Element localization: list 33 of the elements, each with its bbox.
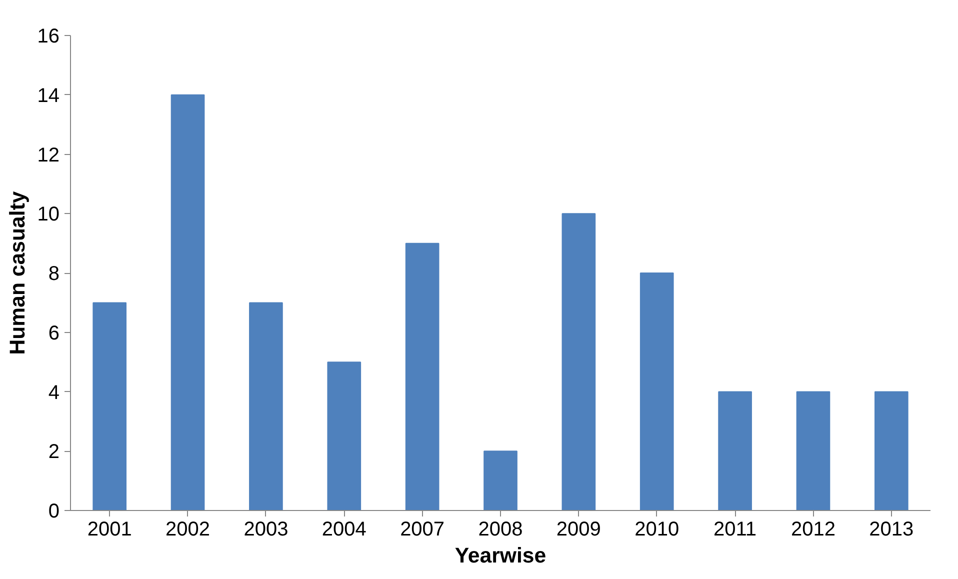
bar [640, 272, 674, 510]
x-tick-label: 2013 [869, 518, 914, 540]
y-tick-label: 16 [37, 26, 60, 48]
x-tick-label: 2008 [478, 518, 523, 540]
bar [796, 391, 830, 510]
bar [562, 213, 596, 510]
x-tick-label: 2011 [714, 518, 757, 540]
y-tick-label: 12 [37, 144, 60, 166]
bar [249, 302, 283, 510]
x-tick-label: 2009 [556, 518, 601, 540]
y-tick-label: 2 [48, 441, 60, 464]
x-tick-label: 2004 [322, 518, 366, 540]
y-tick-label: 0 [48, 500, 60, 522]
y-tick-label: 6 [48, 322, 60, 344]
y-tick-label: 8 [48, 263, 60, 285]
bar [874, 391, 908, 510]
bar [718, 391, 752, 510]
x-tick-label: 2007 [400, 518, 445, 540]
y-tick-label: 4 [48, 382, 60, 404]
x-tick-label: 2003 [244, 518, 288, 540]
x-axis-title: Yearwise [454, 544, 546, 568]
x-tick-label: 2012 [790, 518, 836, 540]
bar [405, 242, 440, 510]
bar [484, 450, 518, 510]
y-axis-title: Human casualty [5, 191, 30, 355]
x-tick-label: 2010 [634, 518, 680, 540]
y-tick-label: 14 [37, 84, 60, 107]
x-tick-label: 2001 [87, 518, 132, 540]
bar [327, 362, 362, 510]
bar [92, 302, 127, 510]
y-tick-label: 10 [37, 204, 60, 226]
bar [170, 94, 205, 510]
x-tick-label: 2002 [166, 518, 210, 540]
